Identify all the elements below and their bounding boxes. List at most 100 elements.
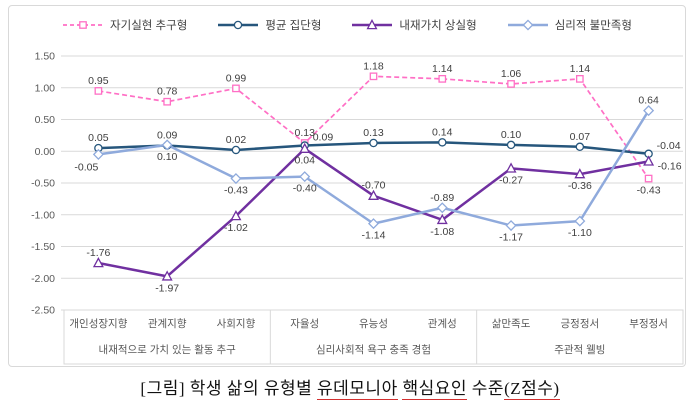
data-label: -0.43	[224, 185, 248, 197]
eudaimonia-line-chart: 1.50 1.00 0.50 0.00 -0.50 -1.00 -1.50 -2.00 -2.5…	[31, 51, 684, 365]
data-point-marker	[438, 75, 447, 83]
x-axis-group-label: 주관적 웰빙	[554, 344, 605, 356]
data-point-marker	[92, 148, 104, 160]
data-label: 0.99	[226, 72, 247, 84]
data-point-marker	[436, 213, 448, 225]
caption-underlined-term: (Z점수)	[504, 379, 560, 400]
x-axis-category-label: 자율성	[290, 318, 319, 330]
legend-label: 평균 집단형	[265, 20, 322, 32]
legend-item-0: 자기실현 추구형	[62, 17, 187, 33]
data-point-marker	[299, 142, 311, 153]
data-label: 0.09	[313, 132, 334, 144]
data-label: -0.05	[74, 161, 98, 173]
data-label: 1.14	[432, 63, 453, 75]
chart-frame: 자기실현 추구형 평균 집단형 내재가치 상실형 심리적 불만족형 1.50 1.00 0…	[8, 5, 686, 367]
data-label: -0.27	[499, 174, 523, 186]
data-label: -0.16	[658, 160, 682, 172]
data-point-marker	[522, 19, 534, 31]
data-point-marker	[230, 210, 242, 221]
data-point-marker	[367, 218, 380, 230]
data-point-marker	[79, 21, 87, 29]
data-label: 0.07	[570, 131, 591, 143]
data-label: -0.40	[293, 183, 317, 195]
legend-key-diamond-icon	[507, 19, 548, 31]
x-axis-category-label: 삶만족도	[492, 318, 531, 330]
data-label: -1.97	[155, 282, 179, 294]
data-point-marker	[231, 145, 241, 155]
data-point-marker	[232, 84, 240, 93]
data-label: 0.04	[295, 155, 316, 167]
data-label: -1.02	[224, 222, 248, 234]
caption-text: 수준	[467, 379, 505, 398]
x-axis-category-label: 개인성장지향	[69, 318, 127, 330]
y-axis-tick-label: 0.50	[35, 114, 56, 126]
data-label: 0.05	[88, 132, 109, 144]
data-label: -0.04	[657, 140, 681, 152]
x-axis-category-label: 부정정서	[629, 318, 668, 330]
y-axis-tick-label: 0.00	[35, 146, 56, 158]
data-point-marker	[368, 189, 379, 200]
x-axis-category-label: 관계지향	[148, 318, 187, 330]
data-point-marker	[575, 75, 584, 83]
legend-key-circle-icon	[218, 20, 259, 30]
data-label: 0.14	[432, 126, 453, 138]
data-label: 0.09	[157, 130, 178, 142]
x-axis-category-label: 관계성	[428, 318, 457, 330]
data-point-marker	[161, 139, 173, 151]
data-point-marker	[574, 168, 586, 179]
data-label: 0.64	[638, 95, 659, 107]
data-point-marker	[230, 173, 242, 185]
data-label: -0.43	[637, 185, 661, 197]
data-label: 0.10	[157, 151, 178, 163]
data-point-marker	[369, 138, 378, 148]
legend-item-2: 내재가치 상실형	[351, 17, 477, 33]
data-label: 0.78	[157, 86, 178, 98]
data-point-marker	[94, 87, 103, 95]
y-axis-tick-label: -2.00	[31, 273, 55, 285]
data-label: -0.70	[362, 180, 386, 192]
data-point-marker	[92, 257, 104, 268]
data-label: 1.06	[501, 68, 522, 80]
data-label: 1.14	[570, 63, 591, 75]
chart-legend: 자기실현 추구형 평균 집단형 내재가치 상실형 심리적 불만족형	[9, 17, 685, 33]
legend-label: 자기실현 추구형	[110, 20, 188, 32]
legend-item-1: 평균 집단형	[217, 17, 321, 33]
legend-label: 내재가치 상실형	[399, 20, 477, 32]
data-point-marker	[575, 142, 585, 152]
x-axis-group-label: 심리사회적 욕구 충족 경험	[316, 343, 431, 356]
legend-label: 심리적 불만족형	[554, 20, 632, 32]
data-label: -1.08	[430, 226, 454, 238]
data-label: -1.14	[362, 230, 386, 242]
caption-text: [그림] 학생 삶의 유형별	[140, 379, 318, 398]
caption-underlined-term: 유데모니아	[317, 379, 398, 400]
x-axis-group-label: 내재적으로 가치 있는 활동 추구	[99, 343, 237, 356]
x-axis-category-label: 긍정정서	[561, 318, 600, 330]
data-point-marker	[234, 20, 243, 30]
data-label: 0.95	[88, 75, 109, 87]
x-axis-label-box	[63, 309, 684, 365]
data-point-marker	[506, 140, 516, 150]
y-axis-tick-label: 1.50	[35, 51, 56, 63]
series-line-2	[98, 147, 649, 278]
data-point-marker	[643, 105, 655, 117]
data-label: 1.18	[363, 60, 384, 72]
data-point-marker	[643, 155, 655, 166]
data-point-marker	[574, 215, 586, 227]
legend-key-square-icon	[63, 21, 104, 29]
data-label: -0.89	[430, 192, 454, 204]
x-axis-category-label: 유능성	[359, 318, 388, 330]
y-axis-tick-label: -0.50	[31, 178, 55, 190]
data-point-marker	[163, 97, 172, 106]
data-label: -1.17	[499, 232, 523, 244]
data-point-marker	[505, 220, 517, 232]
data-label: 0.10	[501, 129, 522, 141]
data-label: 0.02	[226, 134, 247, 146]
data-point-marker	[161, 270, 173, 281]
data-point-marker	[366, 19, 378, 30]
data-label: 0.13	[295, 127, 316, 139]
data-point-marker	[644, 174, 653, 183]
data-point-marker	[438, 138, 447, 147]
data-point-marker	[505, 162, 517, 173]
caption-underlined-term: 핵심요인	[402, 379, 468, 400]
